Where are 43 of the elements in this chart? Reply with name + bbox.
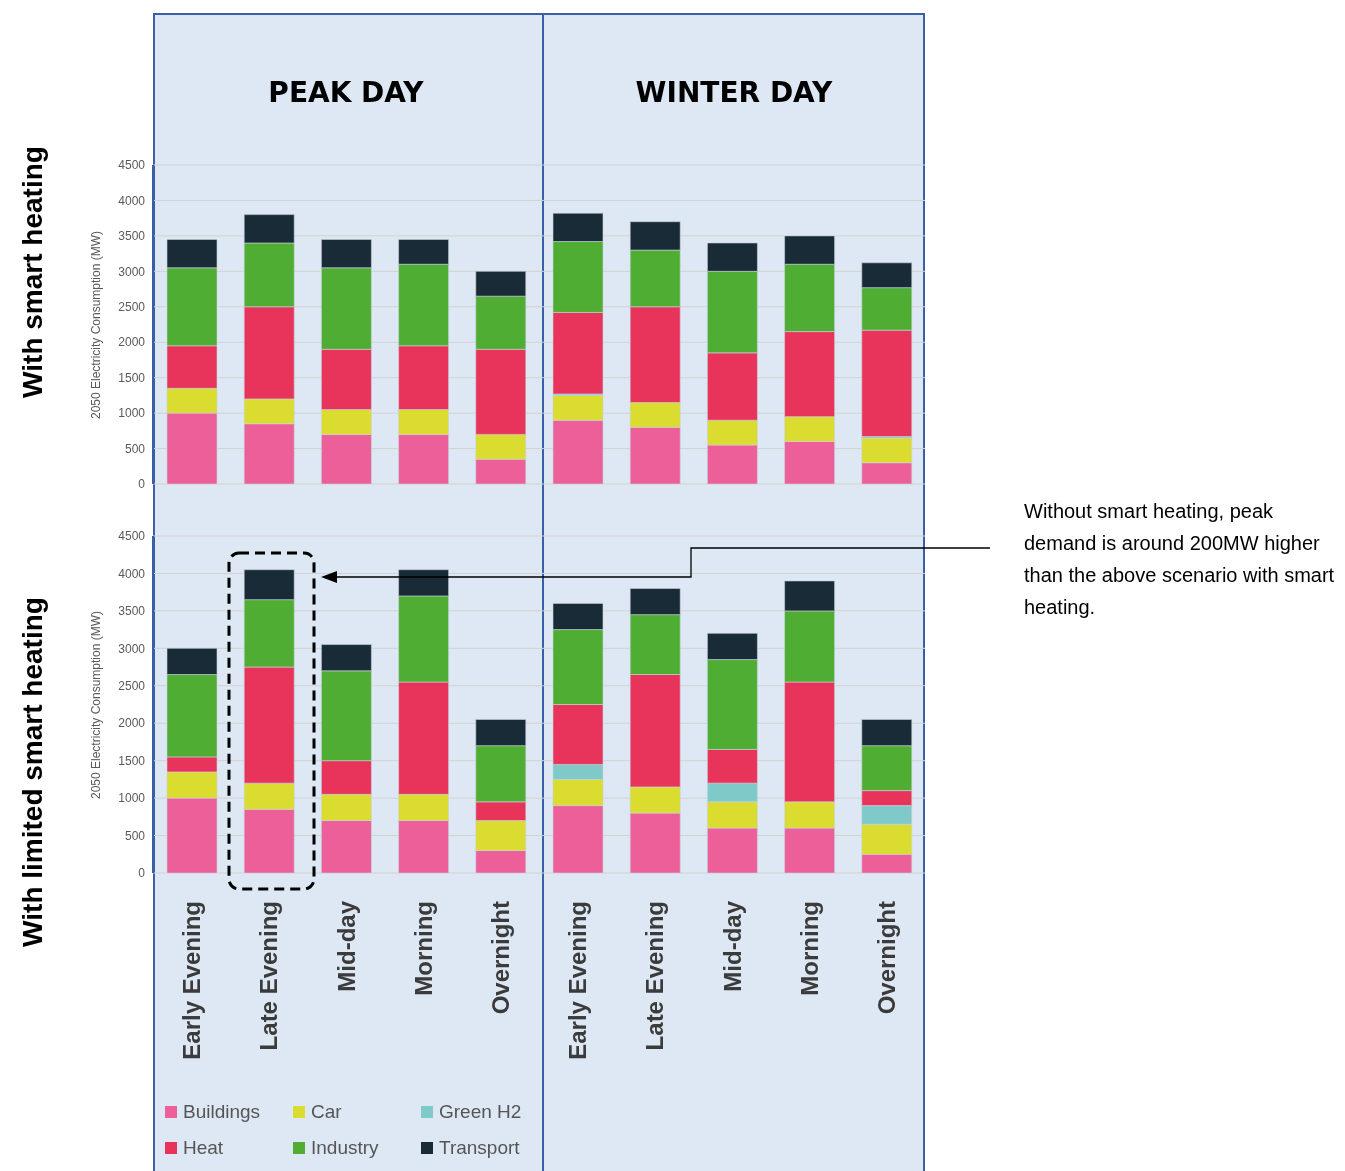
y-tick-label: 1500 (118, 370, 146, 385)
x-tick-label: Mid-day (718, 900, 746, 992)
y-tick-label: 500 (124, 828, 146, 843)
y-tick-label: 3500 (118, 604, 146, 619)
y-axis-title: 2050 Electricity Consumption (MW) (88, 229, 104, 421)
y-tick-label: 2500 (118, 679, 146, 694)
legend-label: Transport (438, 1137, 521, 1159)
y-tick-label: 1500 (118, 753, 146, 768)
x-tick-label: Morning (795, 901, 823, 996)
y-tick-label: 4000 (118, 566, 146, 581)
text: With smart heating (17, 145, 49, 400)
x-tick-label: Morning (409, 901, 437, 996)
x-tick-label: Late Evening (641, 901, 669, 1051)
x-tick-label: Early Evening (178, 901, 206, 1060)
text: Without smart heating, peak demand is around 200MW higher than the above scenario with smart heating. (1024, 499, 1336, 620)
y-tick-label: 4500 (118, 158, 146, 173)
x-tick-label: Overnight (486, 900, 514, 1015)
y-tick-label: 4500 (118, 529, 146, 544)
legend-label: Heat (182, 1137, 225, 1159)
text: PEAK DAY (267, 76, 425, 109)
legend-label: Industry (310, 1137, 380, 1159)
y-tick-label: 1000 (118, 791, 146, 806)
y-tick-label: 2500 (118, 300, 146, 315)
y-tick-label: 500 (124, 441, 146, 456)
y-tick-label: 2000 (118, 716, 146, 731)
text: WINTER DAY (634, 76, 834, 109)
legend-label: Car (310, 1101, 343, 1123)
x-tick-label: Late Evening (255, 901, 283, 1051)
y-tick-label: 0 (138, 866, 146, 881)
y-tick-label: 3000 (118, 264, 146, 279)
y-axis-title: 2050 Electricity Consumption (MW) (88, 609, 104, 801)
y-tick-label: 3000 (118, 641, 146, 656)
text: With limited smart heating (17, 596, 49, 949)
y-tick-label: 4000 (118, 193, 146, 208)
y-tick-label: 1000 (118, 406, 146, 421)
legend-label: Buildings (182, 1101, 262, 1123)
y-tick-label: 3500 (118, 229, 146, 244)
x-tick-label: Overnight (872, 900, 900, 1015)
x-tick-label: Early Evening (564, 901, 592, 1060)
y-tick-label: 2000 (118, 335, 146, 350)
y-tick-label: 0 (138, 477, 146, 492)
x-tick-label: Mid-day (332, 900, 360, 992)
legend-label: Green H2 (438, 1101, 523, 1123)
